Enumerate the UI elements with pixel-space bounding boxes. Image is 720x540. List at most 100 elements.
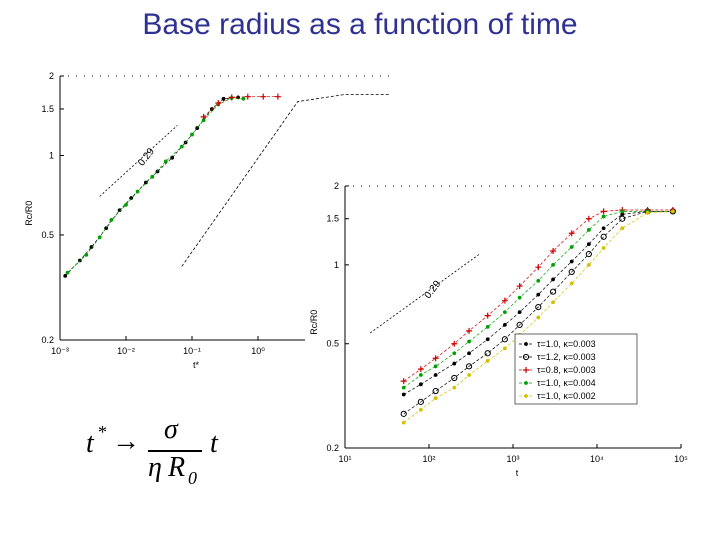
legend: τ=1.0, κ=0.003 τ=1.2, κ=0.003 τ=0.8, κ=0.0… bbox=[514, 333, 638, 405]
legend-box bbox=[514, 333, 638, 405]
y-tick-label: 0.5 bbox=[41, 230, 54, 240]
data-point bbox=[433, 364, 438, 369]
x-tick-label: 10³ bbox=[506, 454, 519, 464]
series-2 bbox=[200, 93, 281, 120]
data-point bbox=[516, 283, 523, 290]
data-point bbox=[401, 392, 406, 397]
data-point bbox=[569, 245, 574, 249]
data-point bbox=[117, 208, 122, 213]
data-point bbox=[501, 297, 508, 304]
data-point bbox=[467, 339, 471, 344]
series-1 bbox=[400, 208, 676, 417]
x-tick-label: 10⁻² bbox=[117, 346, 135, 356]
data-point bbox=[465, 363, 473, 370]
legend-marker bbox=[524, 342, 528, 346]
data-point bbox=[135, 189, 140, 194]
y-tick-label: 2 bbox=[49, 71, 54, 81]
y-tick-label: 0.5 bbox=[326, 339, 339, 349]
slide-title: Base radius as a function of time bbox=[142, 8, 578, 41]
formula-den-r: R bbox=[168, 452, 186, 483]
data-point bbox=[124, 202, 128, 207]
data-point bbox=[601, 226, 606, 231]
series-line bbox=[67, 97, 244, 273]
data-point bbox=[466, 327, 473, 334]
series-line bbox=[403, 211, 673, 415]
data-point bbox=[601, 214, 606, 219]
data-point bbox=[645, 210, 650, 215]
legend-label: τ=1.0, κ=0.004 bbox=[537, 378, 596, 388]
data-point bbox=[485, 324, 490, 329]
legend-label: τ=1.0, κ=0.002 bbox=[537, 391, 596, 401]
y-tick-label: 0.2 bbox=[326, 443, 339, 453]
formula-den-sub: 0 bbox=[188, 468, 197, 488]
data-point bbox=[260, 93, 267, 100]
data-point bbox=[244, 93, 251, 100]
data-point bbox=[418, 373, 423, 377]
data-point bbox=[452, 351, 457, 356]
data-point bbox=[170, 155, 175, 160]
data-point bbox=[551, 277, 555, 282]
y-axis-label: Rc/R0 bbox=[24, 201, 34, 226]
data-point bbox=[620, 212, 625, 217]
data-point bbox=[502, 323, 507, 327]
y-tick-label: 1.5 bbox=[41, 104, 54, 114]
formula-fraction-bar bbox=[148, 450, 202, 452]
data-point bbox=[620, 226, 625, 231]
x-tick-label: 10¹ bbox=[338, 454, 351, 464]
data-point bbox=[400, 378, 407, 385]
legend-label: τ=1.2, κ=0.003 bbox=[537, 352, 596, 362]
data-point bbox=[432, 387, 439, 395]
guide-line bbox=[181, 94, 390, 267]
data-point bbox=[417, 398, 424, 405]
data-point bbox=[143, 180, 148, 185]
x-tick-label: 10⁻³ bbox=[51, 346, 69, 356]
data-point bbox=[418, 407, 423, 412]
data-point bbox=[585, 250, 592, 258]
data-point bbox=[569, 259, 574, 264]
time-scaling-formula: t * → σ η R 0 t bbox=[84, 414, 244, 494]
data-point bbox=[163, 159, 168, 164]
data-point bbox=[484, 312, 491, 319]
data-point bbox=[190, 132, 194, 137]
data-point bbox=[501, 336, 508, 343]
data-point bbox=[401, 385, 406, 390]
series-line bbox=[403, 211, 673, 395]
x-tick-label: 10² bbox=[422, 454, 435, 464]
slope-reference-line bbox=[370, 253, 480, 334]
data-point bbox=[536, 278, 541, 283]
data-point bbox=[432, 355, 439, 362]
data-point bbox=[467, 373, 471, 377]
data-point bbox=[535, 264, 542, 271]
formula-den-eta: η bbox=[148, 452, 162, 483]
data-point bbox=[150, 174, 155, 179]
data-point bbox=[517, 295, 522, 300]
data-point bbox=[484, 350, 491, 357]
data-point bbox=[569, 281, 574, 286]
x-axis-label: t* bbox=[193, 360, 200, 370]
data-point bbox=[551, 262, 555, 267]
data-point bbox=[485, 359, 490, 363]
data-point bbox=[241, 96, 246, 101]
y-tick-label: 0.2 bbox=[41, 335, 54, 345]
chart-right-backdrop bbox=[305, 174, 691, 486]
data-point bbox=[451, 374, 458, 382]
series-line bbox=[403, 211, 673, 423]
data-point bbox=[63, 273, 68, 278]
data-point bbox=[568, 268, 575, 276]
x-tick-label: 10⁰ bbox=[251, 346, 265, 356]
data-point bbox=[620, 209, 625, 214]
series-line bbox=[64, 97, 239, 277]
y-axis-label: Rc/R0 bbox=[309, 310, 319, 335]
data-point bbox=[109, 218, 114, 222]
data-point bbox=[536, 292, 541, 297]
series-line bbox=[203, 96, 278, 118]
formula-numerator: σ bbox=[164, 414, 178, 445]
data-point bbox=[550, 247, 557, 254]
data-point bbox=[670, 209, 675, 214]
x-tick-label: 10⁻¹ bbox=[183, 346, 201, 356]
y-tick-label: 1.5 bbox=[326, 214, 339, 224]
data-point bbox=[586, 227, 591, 232]
data-point bbox=[600, 233, 607, 240]
data-point bbox=[201, 118, 206, 123]
